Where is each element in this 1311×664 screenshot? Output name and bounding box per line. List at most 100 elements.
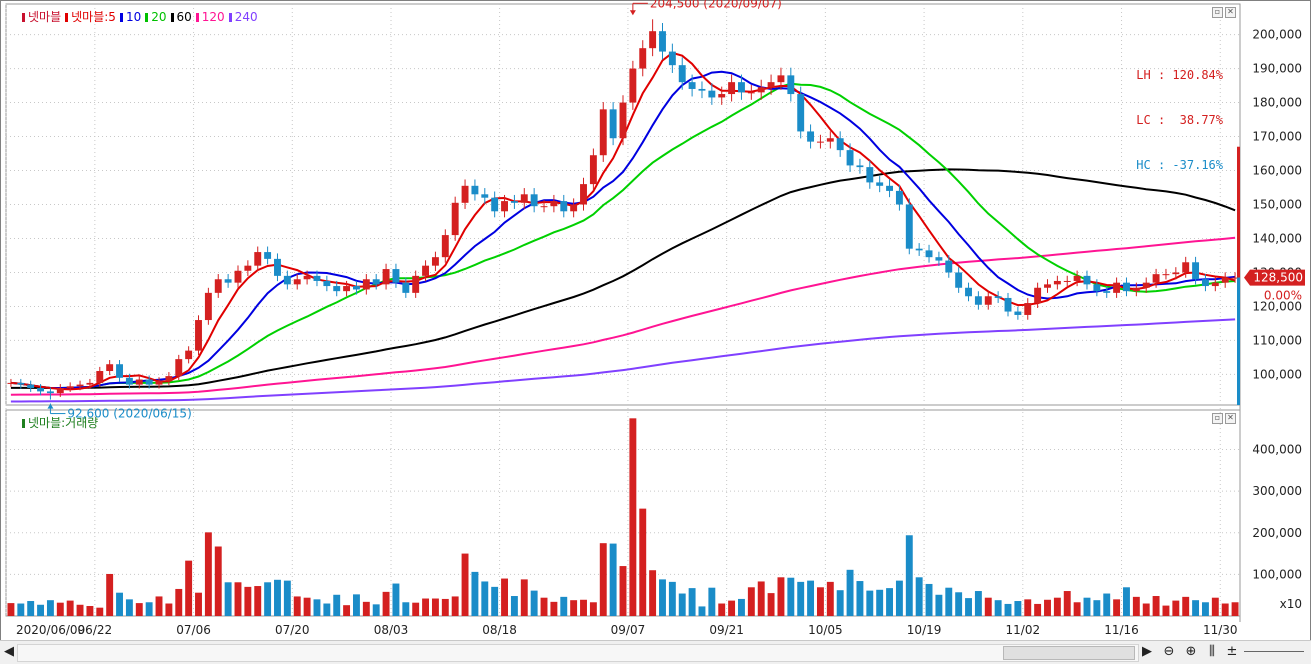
volume-bar [718, 603, 726, 616]
zoom-out-icon[interactable]: ⊖ [1163, 644, 1175, 659]
volume-pane-close-button[interactable]: ✕ [1225, 413, 1236, 424]
candle-body [905, 204, 913, 249]
volume-bar [1132, 596, 1140, 616]
candle-body [688, 82, 696, 89]
price-pane-minimize-button[interactable]: ▫ [1212, 7, 1223, 18]
legend-item-6: 240 [228, 10, 258, 24]
plus-minus-icon[interactable]: ± [1226, 644, 1238, 659]
volume-bar [362, 601, 370, 616]
volume-bar [955, 592, 963, 616]
volume-bar [580, 599, 587, 616]
volume-bar [925, 583, 933, 616]
candle-body [491, 197, 499, 212]
volume-bar [7, 603, 15, 616]
volume-bar [846, 569, 854, 616]
x-tick-label: 07/06 [176, 623, 211, 637]
zoom-slider[interactable] [1244, 651, 1304, 652]
volume-bar [698, 606, 706, 616]
candle-body [234, 270, 242, 283]
volume-bar [37, 604, 45, 616]
volume-bar [1014, 601, 1022, 616]
volume-bar [905, 535, 913, 616]
high-annotation: 204,500 (2020/09/07) [650, 0, 782, 10]
candle-body [1182, 262, 1190, 273]
candle-body [1063, 280, 1071, 282]
candle-body [264, 252, 272, 259]
legend-label: 넷마블 [28, 10, 62, 24]
candle-body [1024, 303, 1032, 315]
candle-body [649, 31, 657, 49]
volume-bar [994, 600, 1002, 616]
candle-body [185, 350, 193, 360]
volume-bar [1162, 605, 1170, 616]
volume-bar [619, 566, 627, 616]
legend-label: 60 [176, 10, 192, 24]
volume-bar [895, 580, 903, 616]
volume-bar [945, 587, 953, 616]
candle-body [757, 87, 765, 93]
volume-bar [550, 601, 558, 616]
scroll-right-button[interactable]: ▶ [1142, 644, 1152, 659]
volume-bar [1211, 597, 1219, 616]
candle-body [303, 275, 311, 280]
scrollbar-thumb[interactable] [1003, 646, 1135, 660]
volume-bar [372, 604, 380, 616]
volume-bar [708, 587, 716, 616]
candle-body [1231, 277, 1239, 279]
candle-body [767, 82, 775, 88]
candle-body [145, 379, 153, 385]
volume-bar [560, 596, 568, 616]
candle-body [530, 194, 538, 207]
candle-body [76, 384, 84, 387]
candle-body [1123, 282, 1130, 292]
candle-body [17, 382, 25, 385]
candle-body [915, 248, 923, 251]
candle-body [609, 109, 617, 139]
candle-body [965, 287, 972, 297]
price-pane-close-button[interactable]: ✕ [1225, 7, 1236, 18]
candle-body [204, 292, 212, 321]
candle-body [1192, 262, 1200, 280]
candle-body [1162, 274, 1170, 276]
volume-bar [165, 603, 173, 616]
volume-bar [570, 600, 578, 616]
volume-bar [214, 546, 222, 616]
legend-item-0: 넷마블 [22, 8, 61, 25]
volume-bar [836, 590, 844, 616]
candle-body [728, 82, 736, 95]
candle-body [135, 379, 143, 385]
candle-body [461, 185, 469, 203]
candle-body [846, 150, 854, 166]
price-y-tick-label: 110,000 [1252, 333, 1302, 347]
legend-marker [228, 13, 232, 22]
volume-bar [1044, 599, 1051, 616]
volume-bar [1172, 600, 1180, 616]
candle-body [520, 194, 528, 203]
candle-body [254, 252, 262, 266]
candle-body [195, 320, 202, 351]
volume-bar [116, 592, 123, 616]
x-tick-label: 11/16 [1104, 623, 1139, 637]
bar-count-icon[interactable]: ⫼ [1209, 644, 1215, 659]
x-tick-label: 11/30 [1203, 623, 1238, 637]
volume-bar [816, 587, 824, 616]
candle-body [866, 167, 874, 183]
volume-bar [777, 577, 785, 616]
zoom-in-icon[interactable]: ⊕ [1185, 644, 1197, 659]
price-y-tick-label: 150,000 [1252, 198, 1302, 212]
volume-bar [293, 596, 301, 616]
scroll-left-button[interactable]: ◀ [4, 644, 14, 659]
candle-body [708, 90, 716, 98]
candle-body [1034, 287, 1042, 304]
volume-bar [1123, 587, 1130, 616]
volume-pane-minimize-button[interactable]: ▫ [1212, 413, 1223, 424]
candle-body [836, 138, 844, 151]
legend-item-1: 넷마블:5 [65, 8, 116, 25]
volume-bar [1152, 596, 1160, 616]
horizontal-scrollbar[interactable] [17, 644, 1139, 662]
volume-bar [303, 597, 311, 616]
candle-body [175, 359, 183, 377]
candle-body [7, 382, 15, 384]
volume-legend-label: 넷마블:거래량 [28, 416, 99, 430]
